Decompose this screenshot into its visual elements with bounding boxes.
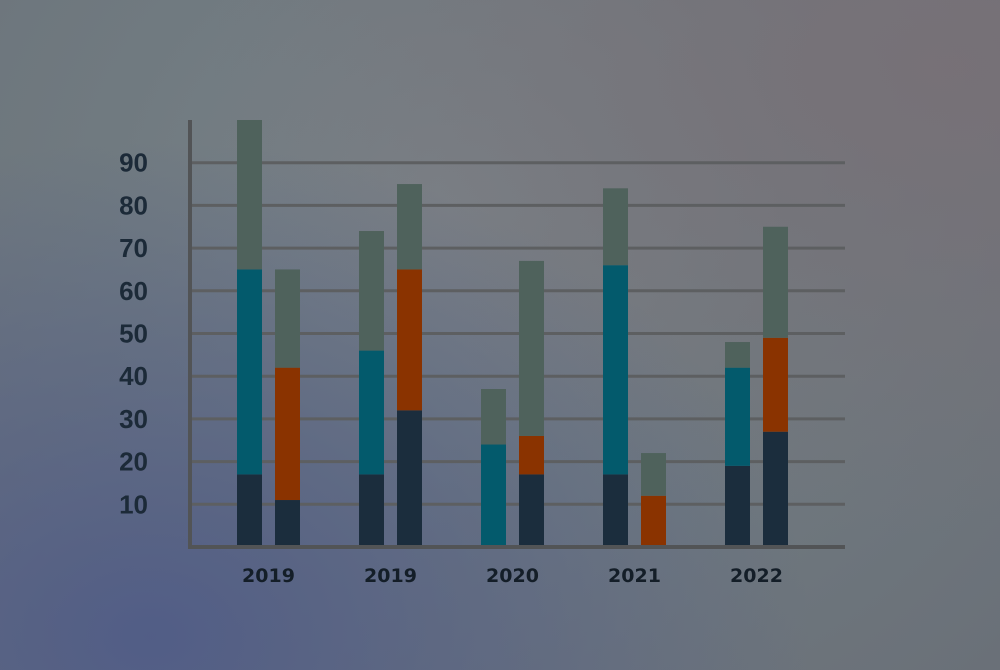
bar-segment	[725, 465, 750, 547]
bar-segment	[763, 337, 788, 432]
bar-segment	[275, 500, 300, 547]
y-tick-label: 50	[119, 319, 148, 349]
bar-segment	[519, 474, 544, 547]
bar-segment	[481, 444, 506, 547]
y-tick-label: 60	[119, 276, 148, 306]
y-tick-label: 20	[119, 447, 148, 477]
bar-segment	[763, 431, 788, 547]
bar-segment	[275, 367, 300, 501]
bar-segment	[359, 350, 384, 475]
bar-segment	[725, 342, 750, 368]
x-tick-label: 2019	[242, 565, 295, 587]
x-tick-labels: 2019 2019 2020 2021 2022	[242, 565, 783, 587]
x-tick-label: 2020	[486, 565, 539, 587]
bar-group-2	[359, 184, 422, 547]
bar-segment	[725, 367, 750, 466]
bar-segment	[237, 120, 262, 270]
axes	[188, 120, 845, 549]
y-tick-label: 30	[119, 404, 148, 434]
y-tick-label: 90	[119, 148, 148, 178]
bar-group-1	[237, 120, 300, 547]
y-tick-label: 80	[119, 190, 148, 220]
bar-segment	[359, 474, 384, 547]
bar-segment	[603, 265, 628, 475]
bar-segment	[397, 269, 422, 411]
bar-segment	[641, 453, 666, 496]
bar-segment	[237, 269, 262, 475]
bar-group-3	[481, 260, 544, 547]
bar-group-4	[603, 188, 666, 547]
bar-groups	[237, 120, 788, 547]
bar-segment	[519, 260, 544, 436]
bar-segment	[397, 410, 422, 547]
y-tick-label: 70	[119, 233, 148, 263]
bar-segment	[603, 474, 628, 547]
x-tick-label: 2019	[364, 565, 417, 587]
bar-segment	[481, 389, 506, 445]
bar-segment	[603, 188, 628, 266]
bar-segment	[763, 226, 788, 338]
y-tick-labels: 10 20 30 40 50 60 70 80 90	[119, 148, 148, 520]
bar-segment	[519, 435, 544, 475]
bar-group-5	[725, 226, 788, 547]
x-tick-label: 2022	[730, 565, 783, 587]
bar-segment	[237, 474, 262, 547]
bar-segment	[359, 231, 384, 351]
bar-segment	[275, 269, 300, 368]
bar-segment	[641, 495, 666, 547]
y-tick-label: 10	[119, 489, 148, 519]
bar-segment	[397, 184, 422, 270]
x-tick-label: 2021	[608, 565, 661, 587]
y-tick-label: 40	[119, 361, 148, 391]
